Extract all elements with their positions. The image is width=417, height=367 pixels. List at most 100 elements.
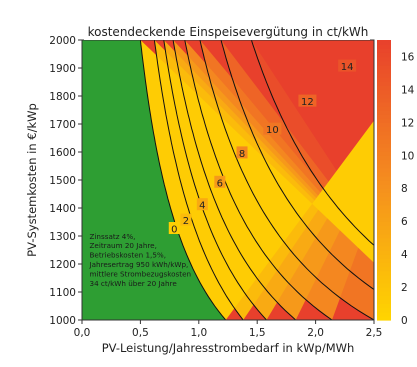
colorbar-segment — [377, 250, 391, 255]
colorbar-segment — [377, 303, 391, 309]
parameter-note-line: Zeitraum 20 Jahre, — [90, 241, 157, 250]
contour-line-10 — [199, 40, 374, 320]
contour-label-10: 10 — [266, 125, 279, 136]
colorbar-segment — [377, 270, 391, 276]
colorbar-segment — [377, 311, 391, 317]
x-tick-label: 0,5 — [132, 327, 149, 339]
colorbar-segment — [377, 163, 391, 169]
contour-line-12 — [220, 40, 374, 291]
colorbar-tick-label: 12 — [401, 117, 414, 129]
contour-label-6: 6 — [217, 178, 223, 189]
y-tick-label: 1400 — [49, 203, 76, 215]
colorbar-segment — [377, 266, 391, 272]
colorbar-segment — [377, 241, 391, 247]
colorbar-segment — [377, 315, 391, 321]
colorbar-segment — [377, 52, 391, 58]
colorbar-tick-label: 2 — [401, 282, 408, 294]
contour-label-0: 0 — [171, 225, 177, 236]
colorbar-segment — [377, 147, 391, 152]
y-axis-ticks: 1000 1100 1200 1300 1400 1500 1600 1700 1800 1900… — [49, 35, 82, 327]
colorbar-segment — [377, 68, 391, 74]
x-axis-ticks: 0,0 0,5 1,0 1,5 2,0 2,5 — [74, 320, 383, 339]
parameter-note-line: Betriebskosten 1,5%, — [90, 251, 167, 260]
colorbar-segment — [377, 245, 391, 251]
colorbar-segment — [377, 200, 391, 206]
colorbar-segment — [377, 208, 391, 214]
colorbar-segment — [377, 221, 391, 226]
colorbar-tick-label: 4 — [401, 249, 408, 261]
contour-label-bg — [214, 175, 226, 188]
colorbar-segment — [377, 134, 391, 140]
colorbar-segment — [377, 188, 391, 193]
colorbar-segment — [377, 60, 391, 66]
colorbar-segment — [377, 101, 391, 107]
parameter-note-line: Zinssatz 4%, — [90, 232, 136, 241]
contour-labels: 024 6 8 10 12 14 — [168, 59, 357, 236]
y-tick-label: 1000 — [49, 315, 76, 327]
colorbar-segment — [377, 196, 391, 202]
contour-label-bg — [196, 198, 208, 211]
colorbar-tick-label: 10 — [401, 150, 414, 162]
colorbar-tick-label: 14 — [401, 84, 415, 96]
y-tick-label: 1900 — [49, 63, 76, 75]
colorbar-segment — [377, 138, 391, 144]
colorbar-segment — [377, 295, 391, 301]
colorbar-segment — [377, 97, 391, 103]
band-negative — [82, 40, 226, 320]
x-tick-label: 2,5 — [366, 327, 383, 339]
colorbar-segment — [377, 291, 391, 296]
colorbar-segment — [377, 167, 391, 173]
plot-area — [82, 40, 374, 320]
chart-title: kostendeckende Einspeisevergütung in ct/… — [88, 25, 369, 39]
colorbar-segment — [377, 77, 391, 82]
contour-line-6 — [172, 40, 297, 320]
colorbar-tick-label: 6 — [401, 216, 408, 228]
contour-label-bg — [263, 122, 282, 135]
colorbar-segment — [377, 282, 391, 288]
colorbar-segment — [377, 262, 391, 268]
x-tick-label: 1,5 — [249, 327, 266, 339]
colorbar-segment — [377, 81, 391, 86]
contour-line-0 — [139, 40, 227, 320]
contour-label-4: 4 — [199, 201, 205, 212]
colorbar-segment — [377, 287, 391, 292]
colorbar-segment — [377, 85, 391, 91]
colorbar-segment — [377, 89, 391, 95]
colorbar-segment — [377, 192, 391, 198]
colorbar-tick-label: 0 — [401, 315, 408, 327]
contour-label-bg — [236, 146, 248, 159]
colorbar-tick-label: 8 — [401, 183, 408, 195]
colorbar-segment — [377, 40, 391, 45]
colorbar-segment — [377, 175, 391, 181]
colorbar-segment — [377, 229, 391, 235]
colorbar-segment — [377, 72, 391, 78]
contour-label-2: 2 — [183, 216, 189, 227]
colorbar-segment — [377, 159, 391, 165]
colorbar-segment — [377, 130, 391, 136]
colorbar-segment — [377, 105, 391, 111]
x-axis-title: PV-Leistung/Jahresstrombedarf in kWp/MWh — [102, 341, 355, 355]
contour-line-14 — [250, 40, 374, 246]
colorbar-segment — [377, 93, 391, 99]
colorbar-segment — [377, 299, 391, 305]
colorbar-segment — [377, 225, 391, 231]
band-0 — [140, 40, 374, 320]
colorbar-segment — [377, 48, 391, 53]
y-tick-label: 2000 — [49, 35, 76, 47]
colorbar-segment — [377, 64, 391, 70]
contour-label-bg — [180, 213, 192, 226]
x-tick-label: 0,0 — [74, 327, 91, 339]
parameter-note: Zinssatz 4%,Zeitraum 20 Jahre,Betriebsko… — [89, 232, 192, 288]
colorbar-segment — [377, 155, 391, 161]
colorbar-segment — [377, 258, 391, 263]
contour-label-8: 8 — [239, 149, 245, 160]
colorbar: 0 2 4 6 8 10 12 14 16 — [377, 40, 415, 327]
x-tick-label: 2,0 — [307, 327, 324, 339]
y-tick-label: 1100 — [49, 287, 76, 299]
colorbar-segment — [377, 122, 391, 128]
y-tick-label: 1600 — [49, 147, 76, 159]
colorbar-segment — [377, 142, 391, 148]
colorbar-segment — [377, 118, 391, 123]
colorbar-segment — [377, 212, 391, 218]
